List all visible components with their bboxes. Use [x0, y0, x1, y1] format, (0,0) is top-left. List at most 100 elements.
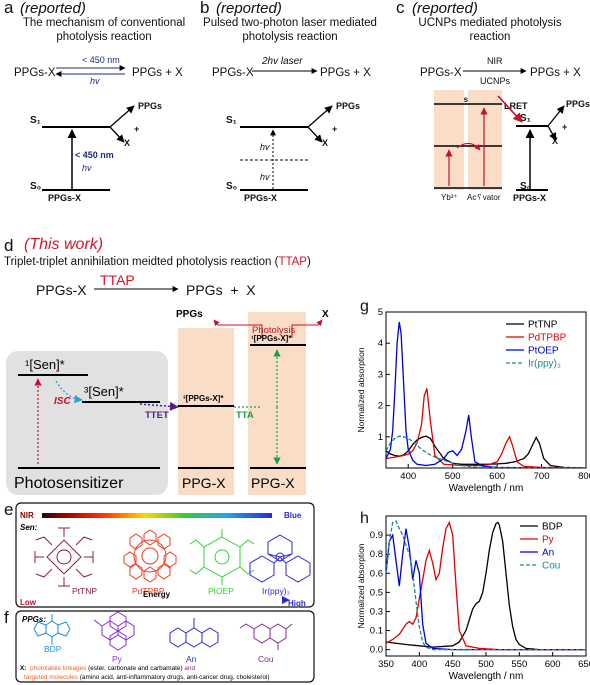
x-tick-label: 450 [445, 659, 461, 670]
panel-b-s0: S₀ [226, 181, 238, 192]
panel-d-title: Triplet-triplet annihilation meidted pho… [4, 256, 311, 268]
panel-c-s0: S₀ [520, 181, 532, 192]
panel-b-branch-bottom: X [322, 138, 329, 148]
legend-label-3: Cou [542, 561, 560, 572]
x-tick-label: 600 [545, 659, 561, 670]
panel-c-activator: Ac␦vator [467, 193, 501, 202]
energy-label: Energy [143, 590, 171, 599]
label-py: Py [112, 654, 123, 664]
panel-c-lret: LRET [504, 101, 528, 111]
panel-c-products: PPGs + X [530, 67, 581, 79]
panel-b-letter: b [200, 0, 210, 17]
x-axis-label: Wavelength / nm [449, 483, 524, 494]
panel-d-tag: (This work) [24, 236, 104, 253]
panel-f-footnote-line2: targeted molecules (amino acid, anti-inf… [24, 674, 269, 681]
x-tick-label: 400 [400, 471, 416, 482]
legend-label-1: PdTPBP [528, 333, 567, 344]
panel-a-letter: a [4, 0, 14, 17]
high-label: High [288, 599, 306, 608]
panel-a-excitation-top: < 450 nm [75, 150, 114, 160]
y-axis-label: Normalized absorption [356, 543, 366, 628]
series-line-2 [386, 528, 586, 651]
panel-a-branch-top: PPGs [138, 101, 163, 111]
linkage-detail-text: (ester, carbonate and carbamate) [88, 665, 184, 672]
ppgx-label-2: PPG-X [251, 475, 295, 491]
panel-c-tag: (reported) [412, 0, 478, 17]
panel-b-hv-top: hv [260, 142, 270, 152]
panel-c-letter: c [396, 0, 405, 17]
panel-c-branch-top: PPGs [566, 99, 590, 109]
panel-d-title-close: ) [306, 256, 311, 268]
legend-label-1: Py [542, 535, 554, 546]
linkages-text: photolabile linkages [30, 665, 86, 672]
panel-a-caption: The mechanism of conventional photolysis… [14, 17, 194, 44]
panel-b-s1: S₁ [226, 115, 237, 126]
panel-b-condition: 2hv laser [262, 56, 303, 67]
series-line-3 [386, 435, 586, 468]
x-tick-label: 500 [478, 659, 494, 670]
panel-g-letter: g [360, 298, 369, 315]
panel-d-title-main: Triplet-triplet annihilation meidted pho… [4, 256, 279, 268]
panel-b-products: PPGs + X [320, 67, 371, 79]
molecule-bdp [33, 614, 71, 645]
panel-b-caption: Pulsed two-photon laser mediated photoly… [200, 17, 380, 44]
panel-a-s1: S₁ [30, 115, 41, 126]
y-tick-label: 0.8 [370, 549, 383, 560]
legend-label-3: Ir(ppy)₃ [528, 359, 561, 370]
y-tick-label: 4 [378, 338, 383, 349]
panel-b-diagram [240, 68, 333, 191]
panel-a-condition-bottom: hv [90, 76, 100, 86]
legend-label-2: PtOEP [528, 346, 559, 357]
y-tick-label: 0.5 [370, 587, 383, 598]
panel-a-ground-label: PPGs-X [48, 193, 82, 203]
panel-a-reactant: PPGs-X [14, 67, 56, 79]
y-tick-label: 0.3 [370, 606, 383, 617]
ppg-triplet-label: ³[PPGs-X]* [183, 394, 224, 403]
panel-a-caption-line1: The mechanism of conventional [22, 17, 186, 29]
panel-a-branch-bottom: X [124, 138, 131, 148]
label-cou: Cou [258, 654, 274, 664]
series-line-0 [386, 435, 586, 468]
molecule-an [169, 618, 219, 648]
panel-a-s0: S₀ [30, 181, 42, 192]
panel-d-out-right: X [322, 309, 329, 320]
y-tick-label: 0.9 [370, 530, 383, 541]
label-irppy3: Ir(ppy)₃ [262, 586, 290, 596]
panel-b-tag: (reported) [216, 0, 282, 17]
series-line-0 [386, 521, 586, 651]
panel-b-hv-bottom: hv [260, 172, 270, 182]
legend-label-0: BDP [542, 522, 563, 533]
panel-a-excitation-bottom: hv [82, 163, 92, 173]
targeted-detail-text: (amino acid, anti-inflammatory drugs, an… [80, 674, 270, 681]
x-tick-label: 500 [445, 471, 461, 482]
legend-label-0: PtTNP [528, 320, 558, 331]
nir-label: NIR [20, 511, 34, 520]
low-label: Low [20, 598, 37, 607]
ttet-label: TTET [145, 410, 169, 421]
panel-b-branch-top: PPGs [336, 101, 361, 111]
ppgx-label-1: PPG-X [182, 475, 226, 491]
series-line-2 [386, 321, 586, 468]
chart-h: 350 400 450 500 550 600 650 0.0 0.1 0.3 0.5 0.6 0.8 0… [356, 515, 590, 682]
panel-d-title-abbr: TTAP [278, 256, 307, 268]
panel-f-diagram: PPGs: BDP Py An Cou [15, 610, 315, 683]
y-tick-label: 0.1 [370, 626, 383, 637]
molecule-ptoep [189, 529, 255, 585]
label-an: An [186, 654, 197, 664]
panel-b-caption-line2: photolysis reaction [242, 30, 338, 43]
y-tick-label: 5 [378, 307, 383, 318]
panel-c-caption-line1: UCNPs mediated photolysis [418, 17, 562, 29]
panel-d-diagram: ¹[Sen]* ³[Sen]* ISC TTET TTA ³[PPGs-X]* … [6, 286, 329, 495]
panel-d-out-left: PPGs [176, 309, 203, 320]
x-tick-label: 600 [489, 471, 505, 482]
ppgs-label: PPGs: [22, 615, 46, 624]
sen-triplet-label: ³[Sen]* [84, 384, 124, 399]
y-tick-label: 1 [378, 432, 383, 443]
panel-c-condition-top: NIR [487, 56, 503, 66]
x-tick-label: 800 [578, 471, 590, 482]
label-bdp: BDP [44, 644, 62, 654]
panel-d-reactant: PPGs-X [36, 282, 87, 298]
series-line-1 [386, 520, 586, 651]
x-tick-label: 650 [578, 659, 590, 670]
